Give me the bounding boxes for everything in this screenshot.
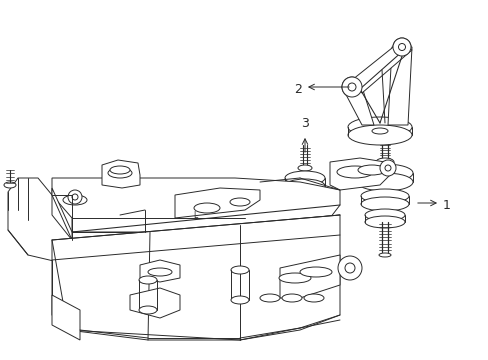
Circle shape	[384, 165, 390, 171]
Polygon shape	[351, 40, 411, 93]
Circle shape	[341, 77, 361, 97]
Ellipse shape	[299, 267, 331, 277]
Ellipse shape	[364, 216, 404, 228]
Ellipse shape	[287, 199, 321, 209]
Ellipse shape	[356, 164, 412, 182]
Polygon shape	[329, 158, 389, 190]
Ellipse shape	[357, 165, 385, 175]
Ellipse shape	[290, 214, 318, 222]
Ellipse shape	[279, 273, 310, 283]
Ellipse shape	[148, 268, 172, 276]
Ellipse shape	[63, 195, 87, 205]
Circle shape	[347, 83, 355, 91]
Ellipse shape	[108, 168, 132, 178]
Ellipse shape	[230, 266, 248, 274]
Circle shape	[392, 38, 410, 56]
Ellipse shape	[336, 166, 372, 178]
Polygon shape	[8, 178, 72, 262]
Ellipse shape	[194, 203, 220, 213]
Circle shape	[398, 44, 405, 50]
Polygon shape	[140, 260, 180, 282]
Circle shape	[337, 256, 361, 280]
Polygon shape	[175, 188, 260, 218]
Polygon shape	[130, 288, 180, 318]
Text: 3: 3	[301, 117, 308, 130]
Polygon shape	[341, 87, 373, 125]
Ellipse shape	[230, 296, 248, 304]
Ellipse shape	[139, 276, 157, 284]
Ellipse shape	[285, 171, 325, 185]
Circle shape	[341, 77, 361, 97]
Ellipse shape	[110, 166, 130, 174]
Text: 1: 1	[442, 198, 450, 212]
Polygon shape	[102, 160, 140, 188]
Circle shape	[347, 83, 355, 91]
Ellipse shape	[139, 306, 157, 314]
Ellipse shape	[297, 165, 311, 171]
Polygon shape	[387, 47, 411, 125]
Polygon shape	[52, 188, 72, 240]
Ellipse shape	[282, 294, 302, 302]
Ellipse shape	[304, 294, 324, 302]
Ellipse shape	[375, 158, 393, 166]
Ellipse shape	[347, 125, 411, 145]
Text: L: L	[192, 211, 197, 220]
Ellipse shape	[229, 198, 249, 206]
Ellipse shape	[364, 209, 404, 221]
Ellipse shape	[285, 179, 325, 193]
Ellipse shape	[292, 241, 316, 247]
Polygon shape	[52, 295, 80, 340]
Ellipse shape	[287, 192, 321, 202]
Ellipse shape	[371, 128, 387, 134]
Ellipse shape	[260, 294, 280, 302]
Circle shape	[398, 44, 405, 50]
Polygon shape	[52, 178, 339, 232]
Circle shape	[379, 160, 395, 176]
Ellipse shape	[378, 253, 390, 257]
Ellipse shape	[360, 189, 408, 203]
Ellipse shape	[347, 117, 411, 137]
Polygon shape	[280, 255, 339, 298]
Text: 2: 2	[293, 82, 302, 95]
Circle shape	[392, 38, 410, 56]
Ellipse shape	[4, 182, 16, 188]
Circle shape	[68, 190, 82, 204]
Circle shape	[345, 263, 354, 273]
Polygon shape	[52, 215, 339, 340]
Circle shape	[72, 194, 78, 200]
Ellipse shape	[356, 173, 412, 191]
Ellipse shape	[290, 208, 318, 216]
Ellipse shape	[360, 197, 408, 211]
